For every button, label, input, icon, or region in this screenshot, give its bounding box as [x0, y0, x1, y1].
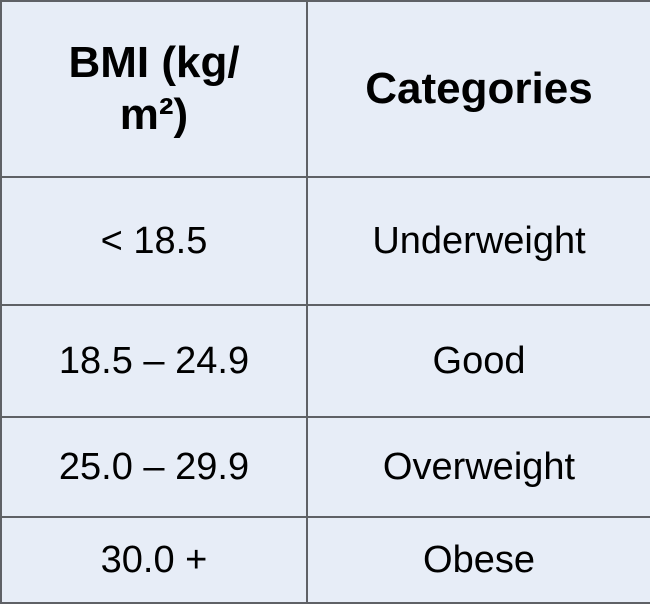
- category-cell: Overweight: [306, 416, 650, 518]
- table-row: < 18.5 Underweight: [0, 176, 650, 306]
- categories-column-header: Categories: [306, 0, 650, 178]
- table-row: 25.0 – 29.9 Overweight: [0, 416, 650, 518]
- bmi-range-cell: < 18.5: [0, 176, 308, 306]
- bmi-range-cell: 18.5 – 24.9: [0, 304, 308, 418]
- bmi-column-header: BMI (kg/ m²): [0, 0, 308, 178]
- category-cell: Underweight: [306, 176, 650, 306]
- table-row: 30.0 + Obese: [0, 516, 650, 604]
- bmi-header-line-1: BMI (kg/: [68, 38, 240, 87]
- category-cell: Obese: [306, 516, 650, 604]
- category-cell: Good: [306, 304, 650, 418]
- bmi-range-cell: 25.0 – 29.9: [0, 416, 308, 518]
- table-header-row: BMI (kg/ m²) Categories: [0, 0, 650, 178]
- bmi-range-cell: 30.0 +: [0, 516, 308, 604]
- table-row: 18.5 – 24.9 Good: [0, 304, 650, 418]
- bmi-header-line-2: m²): [119, 90, 189, 139]
